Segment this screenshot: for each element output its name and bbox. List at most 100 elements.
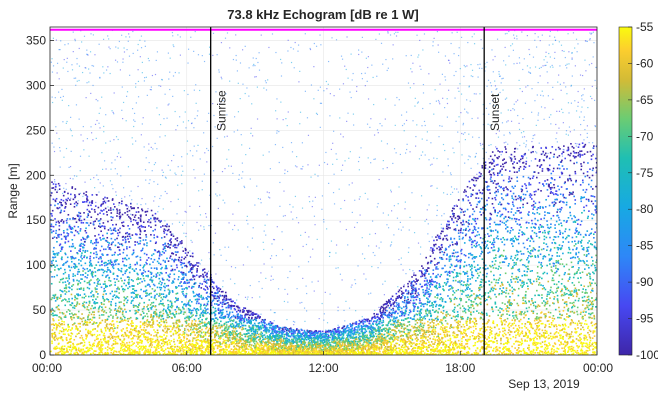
echo-point bbox=[65, 202, 67, 204]
echo-point bbox=[143, 291, 145, 293]
echo-point bbox=[129, 348, 131, 350]
echo-point bbox=[131, 296, 133, 298]
echo-point bbox=[168, 280, 170, 282]
echo-point bbox=[164, 352, 166, 354]
echo-point bbox=[202, 347, 204, 349]
echo-point bbox=[228, 340, 230, 342]
echo-point bbox=[89, 332, 91, 334]
echo-point bbox=[76, 176, 77, 177]
echo-point bbox=[248, 339, 250, 341]
echo-point bbox=[177, 346, 179, 348]
echo-point bbox=[185, 249, 187, 251]
echo-point bbox=[202, 181, 203, 182]
echo-point bbox=[105, 285, 107, 287]
echo-point bbox=[266, 331, 268, 333]
echo-point bbox=[267, 340, 269, 342]
echo-point bbox=[114, 282, 116, 284]
echo-point bbox=[262, 327, 264, 329]
echo-point bbox=[117, 327, 119, 329]
echo-point bbox=[103, 249, 105, 251]
echo-point bbox=[90, 93, 91, 94]
echo-point bbox=[243, 264, 244, 265]
echo-point bbox=[176, 313, 178, 315]
echo-point bbox=[208, 296, 210, 298]
echo-point bbox=[188, 330, 190, 332]
echo-point bbox=[159, 281, 161, 283]
echo-point bbox=[198, 346, 200, 348]
echo-point bbox=[67, 218, 69, 220]
echo-point bbox=[175, 331, 177, 333]
echo-point bbox=[94, 228, 96, 230]
echo-point bbox=[97, 283, 99, 285]
echo-point bbox=[80, 274, 82, 276]
echo-point bbox=[89, 270, 91, 272]
echo-point bbox=[89, 348, 91, 350]
echo-point bbox=[105, 321, 107, 323]
echo-point bbox=[93, 343, 95, 345]
echo-point bbox=[159, 198, 160, 199]
echo-point bbox=[222, 291, 224, 293]
echo-point bbox=[227, 32, 228, 33]
echo-point bbox=[229, 47, 230, 48]
echo-point bbox=[166, 332, 168, 334]
echo-point bbox=[269, 335, 271, 337]
echo-point bbox=[160, 272, 162, 274]
echo-point bbox=[101, 152, 102, 153]
echo-point bbox=[51, 192, 52, 193]
echo-point bbox=[52, 318, 54, 320]
echo-point bbox=[129, 350, 131, 352]
echo-point bbox=[93, 345, 95, 347]
echo-point bbox=[121, 330, 123, 332]
echo-point bbox=[262, 345, 264, 347]
echo-point bbox=[88, 342, 90, 344]
echo-point bbox=[253, 329, 255, 331]
echo-point bbox=[178, 166, 179, 167]
echo-point bbox=[229, 344, 231, 346]
echo-point bbox=[198, 324, 200, 326]
echo-point bbox=[188, 49, 189, 50]
echo-point bbox=[108, 336, 110, 338]
echo-point bbox=[69, 224, 71, 226]
echo-point bbox=[224, 202, 225, 203]
echo-point bbox=[78, 219, 80, 221]
echo-point bbox=[51, 308, 53, 310]
echo-point bbox=[179, 334, 181, 336]
echo-point bbox=[211, 281, 212, 282]
echo-point bbox=[198, 296, 200, 298]
echo-point bbox=[73, 317, 75, 319]
echo-point bbox=[145, 329, 147, 331]
echo-point bbox=[57, 297, 59, 299]
echo-point bbox=[165, 310, 167, 312]
echo-point bbox=[243, 307, 245, 309]
echo-point bbox=[98, 179, 99, 180]
echo-point bbox=[110, 216, 112, 218]
echo-point bbox=[176, 287, 178, 289]
echo-point bbox=[145, 239, 147, 241]
echo-point bbox=[127, 91, 128, 92]
echo-point bbox=[127, 208, 129, 210]
echo-point bbox=[85, 194, 87, 196]
echo-point bbox=[60, 348, 62, 350]
echo-point bbox=[150, 218, 152, 220]
echo-point bbox=[148, 150, 149, 151]
echo-point bbox=[215, 317, 217, 319]
echo-point bbox=[91, 290, 93, 292]
echo-point bbox=[71, 302, 73, 304]
echo-point bbox=[171, 317, 173, 319]
echo-point bbox=[233, 336, 235, 338]
echo-point bbox=[54, 151, 55, 152]
echo-point bbox=[262, 288, 263, 289]
echo-point bbox=[127, 300, 129, 302]
echo-point bbox=[66, 288, 68, 290]
echo-point bbox=[160, 319, 162, 321]
echo-point bbox=[204, 307, 206, 309]
echo-point bbox=[103, 126, 104, 127]
echo-point bbox=[248, 335, 250, 337]
echo-point bbox=[222, 301, 224, 303]
echo-point bbox=[140, 278, 142, 280]
echo-point bbox=[80, 170, 81, 171]
echo-point bbox=[108, 248, 110, 250]
echo-point bbox=[178, 307, 180, 309]
echo-point bbox=[85, 239, 87, 241]
echo-point bbox=[181, 175, 182, 176]
